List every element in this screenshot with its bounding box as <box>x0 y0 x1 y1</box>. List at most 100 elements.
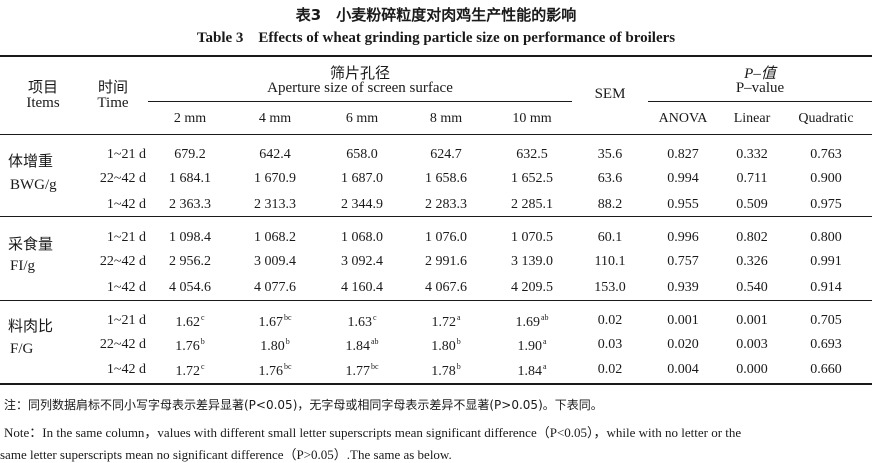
time-cell: 22~42 d <box>99 254 146 269</box>
p-value-cell: 0.939 <box>667 280 699 295</box>
value-cell: 679.2 <box>148 147 232 163</box>
table-title-en: Table 3 Effects of wheat grinding partic… <box>196 30 676 46</box>
p-value-cell: 0.996 <box>667 230 699 245</box>
note-cn: 注：同列数据肩标不同小写字母表示差异显著(P<0.05)，无字母或相同字母表示差… <box>4 398 603 412</box>
value-cell: 1.80b <box>233 337 317 355</box>
value-text: 4 054.6 <box>169 280 211 295</box>
significance-letter: c <box>200 362 205 371</box>
value-text: 1.78 <box>431 364 456 379</box>
value-text: 679.2 <box>174 147 206 162</box>
header-p-en: P–value <box>735 80 785 96</box>
top-rule <box>0 55 872 57</box>
value-cell: 2 956.2 <box>148 254 232 270</box>
p-value-cell: 0.326 <box>736 254 768 269</box>
p-value-cell: 0.693 <box>810 337 842 352</box>
value-cell: 3 009.4 <box>233 254 317 270</box>
group-label-en: BWG/g <box>10 177 57 193</box>
sem-cell: 60.1 <box>597 230 623 245</box>
significance-letter: c <box>200 313 205 322</box>
value-cell: 2 363.3 <box>148 197 232 213</box>
p-value-cell: 0.332 <box>736 147 768 162</box>
value-text: 2 956.2 <box>169 254 211 269</box>
header-time-cn: 时间 <box>97 78 128 96</box>
note-en-line2: same letter superscripts mean no signifi… <box>0 447 452 462</box>
note-en-line1: Note：In the same column，values with diff… <box>4 425 742 440</box>
value-text: 1 684.1 <box>169 171 211 186</box>
header-size-5: 10 mm <box>512 111 552 126</box>
value-text: 3 009.4 <box>254 254 296 269</box>
value-cell: 4 160.4 <box>320 280 404 296</box>
value-cell: 1.72c <box>148 362 232 380</box>
value-text: 1.63 <box>347 315 372 330</box>
p-value-cell: 0.000 <box>736 362 768 377</box>
value-text: 1.72 <box>431 315 456 330</box>
time-cell: 1~21 d <box>106 147 146 162</box>
p-value-cell: 0.003 <box>736 337 768 352</box>
p-value-cell: 0.914 <box>810 280 842 295</box>
sem-cell: 63.6 <box>597 171 623 186</box>
group-rule-2 <box>0 300 872 301</box>
value-text: 1 658.6 <box>425 171 467 186</box>
header-p-anova: ANOVA <box>658 111 708 126</box>
time-cell: 1~42 d <box>106 362 146 377</box>
value-cell: 1 070.5 <box>490 230 574 246</box>
p-value-cell: 0.004 <box>667 362 699 377</box>
value-cell: 2 285.1 <box>490 197 574 213</box>
value-text: 658.0 <box>346 147 378 162</box>
value-cell: 1.63c <box>320 313 404 331</box>
p-value-cell: 0.757 <box>667 254 699 269</box>
header-p-quadratic: Quadratic <box>798 111 854 126</box>
header-items-cn: 项目 <box>27 78 58 96</box>
value-text: 2 285.1 <box>511 197 553 212</box>
value-cell: 1 684.1 <box>148 171 232 187</box>
significance-letter: a <box>542 362 547 371</box>
header-sem: SEM <box>594 86 626 102</box>
group-label-cn: 料肉比 <box>8 317 54 335</box>
value-text: 1 652.5 <box>511 171 553 186</box>
value-text: 1.80 <box>431 339 456 354</box>
value-text: 2 363.3 <box>169 197 211 212</box>
time-cell: 1~21 d <box>106 313 146 328</box>
value-cell: 658.0 <box>320 147 404 163</box>
value-text: 1.72 <box>175 364 200 379</box>
value-cell: 1.90a <box>490 337 574 355</box>
group-label-cn: 体增重 <box>8 152 54 170</box>
time-cell: 1~42 d <box>106 197 146 212</box>
value-cell: 2 283.3 <box>404 197 488 213</box>
value-cell: 1.76b <box>148 337 232 355</box>
significance-letter: b <box>200 337 205 346</box>
p-value-cell: 0.827 <box>667 147 699 162</box>
significance-letter: b <box>285 337 290 346</box>
value-text: 1 098.4 <box>169 230 211 245</box>
value-text: 1.90 <box>517 339 542 354</box>
value-cell: 1 098.4 <box>148 230 232 246</box>
sem-cell: 0.02 <box>597 362 623 377</box>
sem-cell: 88.2 <box>597 197 623 212</box>
value-text: 1.67 <box>258 315 283 330</box>
header-size-1: 2 mm <box>173 111 207 126</box>
value-text: 1.80 <box>260 339 285 354</box>
value-cell: 1 068.2 <box>233 230 317 246</box>
value-text: 1.84 <box>517 364 542 379</box>
value-text: 1.77 <box>345 364 370 379</box>
value-cell: 1 658.6 <box>404 171 488 187</box>
value-text: 632.5 <box>516 147 548 162</box>
value-text: 2 313.3 <box>254 197 296 212</box>
table-title-cn: 表3 小麦粉碎粒度对肉鸡生产性能的影响 <box>295 6 577 24</box>
value-cell: 1.78b <box>404 362 488 380</box>
significance-letter: ab <box>540 313 549 322</box>
value-text: 1.62 <box>175 315 200 330</box>
value-cell: 1 068.0 <box>320 230 404 246</box>
p-value-cell: 0.509 <box>736 197 768 212</box>
time-cell: 22~42 d <box>99 337 146 352</box>
p-value-cell: 0.001 <box>667 313 699 328</box>
value-text: 3 139.0 <box>511 254 553 269</box>
value-text: 1.69 <box>515 315 540 330</box>
header-mid-rule-p <box>648 101 872 102</box>
significance-letter: a <box>542 337 547 346</box>
significance-letter: bc <box>283 362 292 371</box>
value-text: 1 687.0 <box>341 171 383 186</box>
significance-letter: c <box>372 313 377 322</box>
group-label-en: F/G <box>10 341 34 357</box>
value-text: 642.4 <box>259 147 291 162</box>
